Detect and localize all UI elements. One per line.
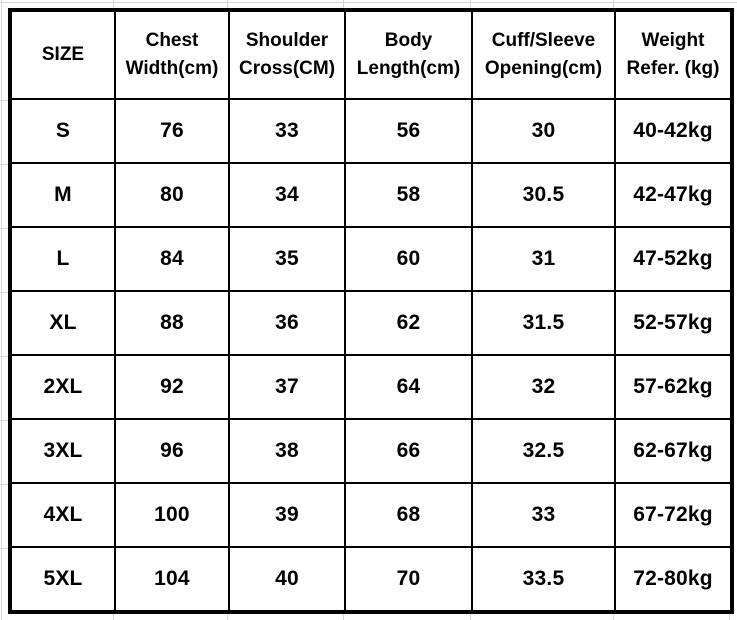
cell-size: 3XL — [9, 418, 116, 484]
cell-chest: 88 — [114, 290, 230, 356]
cell-size: 2XL — [9, 354, 116, 420]
cell-shoulder: 35 — [228, 226, 346, 292]
gridline — [343, 611, 344, 620]
cell-size: XL — [9, 290, 116, 356]
column-header-cuff-sleeve-opening: Cuff/Sleeve Opening(cm) — [471, 9, 616, 100]
gridline — [0, 164, 8, 165]
cell-chest: 92 — [114, 354, 230, 420]
cell-shoulder: 40 — [228, 546, 346, 613]
cell-size: L — [9, 226, 116, 292]
table-row: M 80 34 58 30.5 42-47kg — [9, 162, 733, 228]
header-line: Length(cm) — [356, 58, 461, 79]
column-header-body-length: Body Length(cm) — [344, 9, 473, 100]
column-header-size: SIZE — [9, 9, 116, 100]
cell-body: 56 — [344, 98, 473, 164]
gridline — [613, 611, 614, 620]
cell-body: 64 — [344, 354, 473, 420]
cell-weight: 42-47kg — [614, 162, 733, 228]
header-line: Shoulder — [245, 30, 329, 51]
column-header-weight-refer: Weight Refer. (kg) — [614, 9, 733, 100]
gridline — [113, 611, 114, 620]
cell-cuff: 33 — [471, 482, 616, 548]
cell-cuff: 32.5 — [471, 418, 616, 484]
gridline — [0, 548, 8, 549]
cell-weight: 67-72kg — [614, 482, 733, 548]
gridline — [729, 611, 730, 620]
gridline — [0, 292, 8, 293]
gridline — [343, 0, 344, 8]
cell-cuff: 30 — [471, 98, 616, 164]
column-header-chest-width: Chest Width(cm) — [114, 9, 230, 100]
cell-cuff: 32 — [471, 354, 616, 420]
cell-body: 62 — [344, 290, 473, 356]
cell-body: 60 — [344, 226, 473, 292]
cell-shoulder: 37 — [228, 354, 346, 420]
gridline — [0, 420, 8, 421]
table-row: XL 88 36 62 31.5 52-57kg — [9, 290, 733, 356]
header-line: SIZE — [41, 44, 85, 65]
cell-weight: 40-42kg — [614, 98, 733, 164]
header-line: Chest — [145, 30, 199, 51]
cell-body: 66 — [344, 418, 473, 484]
header-line: Cuff/Sleeve — [491, 30, 596, 51]
size-chart-table: SIZE Chest Width(cm) Shoulder Cross(CM) … — [8, 8, 734, 614]
cell-shoulder: 38 — [228, 418, 346, 484]
table-row: 3XL 96 38 66 32.5 62-67kg — [9, 418, 733, 484]
header-line: Body — [384, 30, 433, 51]
cell-size: 4XL — [9, 482, 116, 548]
cell-shoulder: 34 — [228, 162, 346, 228]
gridline — [113, 0, 114, 8]
table-row: 2XL 92 37 64 32 57-62kg — [9, 354, 733, 420]
gridline — [470, 611, 471, 620]
header-line: Refer. (kg) — [626, 58, 720, 79]
cell-size: M — [9, 162, 116, 228]
cell-cuff: 31 — [471, 226, 616, 292]
cell-cuff: 31.5 — [471, 290, 616, 356]
table-row: L 84 35 60 31 47-52kg — [9, 226, 733, 292]
gridline — [470, 0, 471, 8]
header-line: Opening(cm) — [484, 58, 603, 79]
table-row: 4XL 100 39 68 33 67-72kg — [9, 482, 733, 548]
gridline — [227, 611, 228, 620]
gridline — [0, 356, 8, 357]
table-row: S 76 33 56 30 40-42kg — [9, 98, 733, 164]
header-line: Cross(CM) — [238, 58, 336, 79]
gridline — [0, 484, 8, 485]
gridline — [0, 100, 8, 101]
gridline — [1, 0, 2, 620]
table-row: 5XL 104 40 70 33.5 72-80kg — [9, 546, 733, 613]
cell-body: 58 — [344, 162, 473, 228]
gridline — [0, 228, 8, 229]
cell-weight: 72-80kg — [614, 546, 733, 613]
cell-chest: 84 — [114, 226, 230, 292]
header-line: Weight — [641, 30, 705, 51]
cell-chest: 76 — [114, 98, 230, 164]
header-row: SIZE Chest Width(cm) Shoulder Cross(CM) … — [9, 9, 733, 100]
cell-weight: 52-57kg — [614, 290, 733, 356]
cell-shoulder: 33 — [228, 98, 346, 164]
cell-chest: 96 — [114, 418, 230, 484]
gridline — [0, 2, 737, 3]
cell-cuff: 33.5 — [471, 546, 616, 613]
cell-shoulder: 36 — [228, 290, 346, 356]
cell-size: 5XL — [9, 546, 116, 613]
cell-chest: 100 — [114, 482, 230, 548]
cell-weight: 57-62kg — [614, 354, 733, 420]
cell-chest: 80 — [114, 162, 230, 228]
gridline — [227, 0, 228, 8]
cell-weight: 62-67kg — [614, 418, 733, 484]
cell-chest: 104 — [114, 546, 230, 613]
cell-body: 68 — [344, 482, 473, 548]
cell-body: 70 — [344, 546, 473, 613]
cell-shoulder: 39 — [228, 482, 346, 548]
cell-weight: 47-52kg — [614, 226, 733, 292]
cell-size: S — [9, 98, 116, 164]
header-line: Width(cm) — [125, 58, 219, 79]
column-header-shoulder-cross: Shoulder Cross(CM) — [228, 9, 346, 100]
cell-cuff: 30.5 — [471, 162, 616, 228]
gridline — [613, 0, 614, 8]
